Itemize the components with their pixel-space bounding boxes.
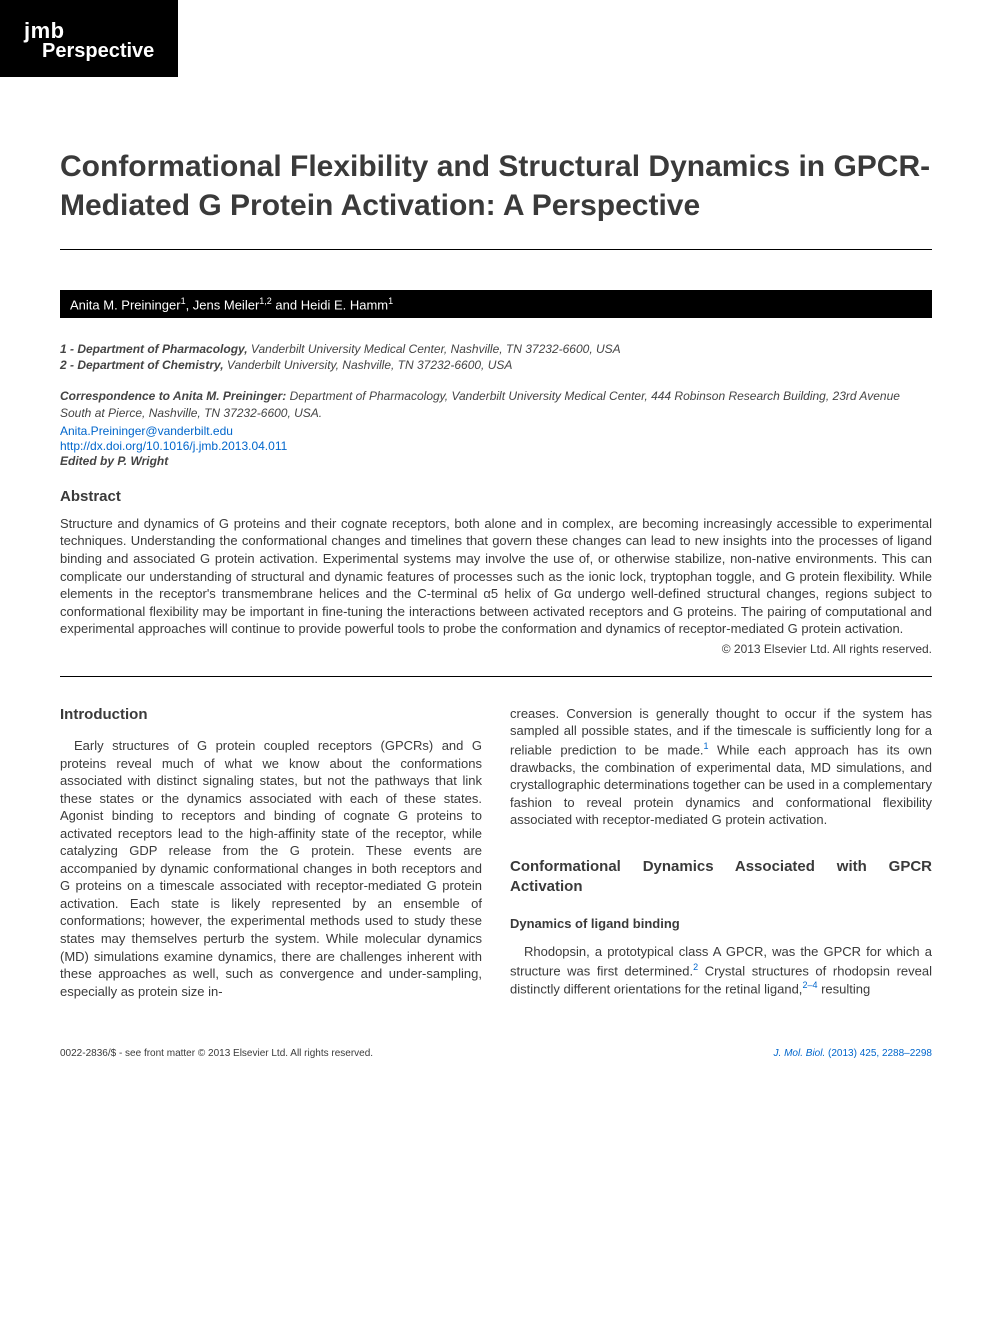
correspondence-label: Correspondence to Anita M. Preininger: bbox=[60, 389, 286, 403]
intro-paragraph-1: Early structures of G protein coupled re… bbox=[60, 737, 482, 1000]
affiliations: 1 - Department of Pharmacology, Vanderbi… bbox=[60, 342, 932, 372]
footer-journal: J. Mol. Biol. bbox=[774, 1048, 826, 1059]
section-heading-conformational: Conformational Dynamics Associated with … bbox=[510, 857, 932, 898]
edited-by: Edited by P. Wright bbox=[60, 454, 932, 468]
section2-text-c: resulting bbox=[817, 982, 870, 997]
citation-ref[interactable]: 2–4 bbox=[802, 980, 817, 990]
affiliation-line: 2 - Department of Chemistry, Vanderbilt … bbox=[60, 358, 932, 372]
badge-line2: Perspective bbox=[42, 40, 154, 63]
article-title: Conformational Flexibility and Structura… bbox=[60, 147, 932, 225]
intro-paragraph-1-cont: creases. Conversion is generally thought… bbox=[510, 705, 932, 829]
journal-badge: jmb Perspective bbox=[0, 0, 178, 77]
column-right: creases. Conversion is generally thought… bbox=[510, 705, 932, 1000]
column-left: Introduction Early structures of G prote… bbox=[60, 705, 482, 1000]
correspondence: Correspondence to Anita M. Preininger: D… bbox=[60, 388, 932, 422]
section2-paragraph: Rhodopsin, a prototypical class A GPCR, … bbox=[510, 943, 932, 998]
abstract-heading: Abstract bbox=[60, 488, 932, 505]
page-footer: 0022-2836/$ - see front matter © 2013 El… bbox=[60, 1040, 932, 1059]
body-columns: Introduction Early structures of G prote… bbox=[60, 705, 932, 1000]
affiliation-line: 1 - Department of Pharmacology, Vanderbi… bbox=[60, 342, 932, 356]
abstract-copyright: © 2013 Elsevier Ltd. All rights reserved… bbox=[60, 642, 932, 656]
footer-citation: (2013) 425, 2288–2298 bbox=[825, 1048, 932, 1059]
author-bar: Anita M. Preininger1, Jens Meiler1,2 and… bbox=[60, 290, 932, 318]
introduction-heading: Introduction bbox=[60, 705, 482, 725]
title-divider bbox=[60, 249, 932, 250]
footer-right[interactable]: J. Mol. Biol. (2013) 425, 2288–2298 bbox=[774, 1048, 932, 1059]
footer-left: 0022-2836/$ - see front matter © 2013 El… bbox=[60, 1048, 373, 1059]
abstract-divider bbox=[60, 676, 932, 677]
abstract-text: Structure and dynamics of G proteins and… bbox=[60, 515, 932, 638]
correspondence-email[interactable]: Anita.Preininger@vanderbilt.edu bbox=[60, 424, 932, 438]
subsection-heading-ligand: Dynamics of ligand binding bbox=[510, 915, 932, 933]
doi-link[interactable]: http://dx.doi.org/10.1016/j.jmb.2013.04.… bbox=[60, 439, 932, 453]
